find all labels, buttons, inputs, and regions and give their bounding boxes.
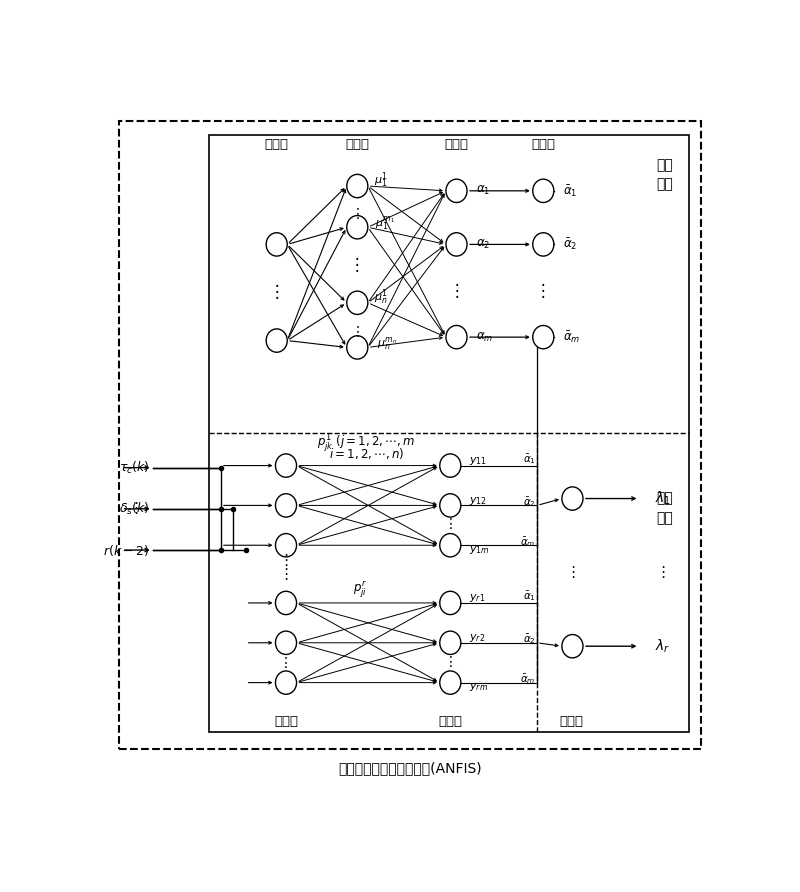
Text: ⋮: ⋮: [443, 655, 458, 669]
Text: $\mu_1^{m_1}$: $\mu_1^{m_1}$: [375, 215, 395, 233]
Text: $\alpha_m$: $\alpha_m$: [476, 331, 494, 343]
Text: $\tau_c(k)$: $\tau_c(k)$: [119, 459, 150, 475]
Text: $y_{11}$: $y_{11}$: [469, 455, 487, 467]
Circle shape: [533, 326, 554, 349]
Text: $r(k-2)$: $r(k-2)$: [103, 542, 150, 558]
Text: 前件: 前件: [656, 159, 673, 172]
Text: $\delta_s(k)$: $\delta_s(k)$: [119, 500, 150, 516]
Circle shape: [533, 233, 554, 256]
Circle shape: [440, 591, 461, 615]
Circle shape: [446, 326, 467, 349]
Circle shape: [440, 671, 461, 694]
Circle shape: [346, 291, 368, 315]
Text: $\bar{\alpha}_1$: $\bar{\alpha}_1$: [523, 589, 536, 603]
Circle shape: [266, 329, 287, 352]
Text: 第四层: 第四层: [531, 138, 555, 152]
Circle shape: [533, 179, 554, 202]
Circle shape: [346, 174, 368, 198]
Text: 网络: 网络: [656, 511, 673, 524]
Text: ⋮: ⋮: [349, 256, 366, 274]
Text: 自适应神经模糊推理系统(ANFIS): 自适应神经模糊推理系统(ANFIS): [338, 761, 482, 775]
Text: 网络: 网络: [656, 177, 673, 191]
Text: 第二层: 第二层: [438, 715, 462, 728]
Text: $\bar{\alpha}_m$: $\bar{\alpha}_m$: [520, 673, 536, 686]
Text: $\alpha_1$: $\alpha_1$: [476, 185, 490, 197]
Text: 第一层: 第一层: [274, 715, 298, 728]
Text: ⋮: ⋮: [350, 325, 364, 339]
Text: 后件: 后件: [656, 491, 673, 506]
Text: $y_{r1}$: $y_{r1}$: [469, 592, 486, 604]
Text: ⋮: ⋮: [278, 566, 294, 582]
Text: $\bar{\alpha}_2$: $\bar{\alpha}_2$: [563, 236, 578, 252]
Text: ⋮: ⋮: [278, 553, 294, 568]
Circle shape: [275, 533, 297, 557]
Text: $\bar{\alpha}_1$: $\bar{\alpha}_1$: [563, 183, 578, 199]
Circle shape: [275, 494, 297, 517]
Text: $\alpha_2$: $\alpha_2$: [476, 238, 490, 251]
Text: $y_{1m}$: $y_{1m}$: [469, 544, 490, 556]
Text: $\mu_n^1$: $\mu_n^1$: [374, 287, 388, 307]
Text: 第一层: 第一层: [265, 138, 289, 152]
Text: ⋮: ⋮: [655, 565, 670, 580]
Text: ⋮: ⋮: [443, 517, 458, 531]
Text: $y_{r2}$: $y_{r2}$: [469, 632, 485, 644]
Text: $p^1_{jk}\ (j=1,2,\cdots,m$: $p^1_{jk}\ (j=1,2,\cdots,m$: [318, 433, 416, 455]
Text: ⋮: ⋮: [535, 282, 552, 300]
Circle shape: [346, 216, 368, 239]
Text: ⋮: ⋮: [279, 657, 293, 671]
Text: $\bar{\alpha}_2$: $\bar{\alpha}_2$: [523, 495, 536, 509]
Text: $\bar{\alpha}_m$: $\bar{\alpha}_m$: [520, 535, 536, 549]
Circle shape: [440, 494, 461, 517]
Circle shape: [346, 335, 368, 359]
Circle shape: [446, 233, 467, 256]
Circle shape: [562, 487, 583, 510]
Circle shape: [275, 671, 297, 694]
Text: ⋮: ⋮: [128, 501, 143, 516]
Circle shape: [275, 632, 297, 655]
Circle shape: [275, 591, 297, 615]
Text: $y_{rm}$: $y_{rm}$: [469, 681, 488, 693]
Text: 第二层: 第二层: [346, 138, 370, 152]
Text: $\bar{\alpha}_1$: $\bar{\alpha}_1$: [523, 451, 536, 466]
Text: $\bar{\alpha}_2$: $\bar{\alpha}_2$: [523, 632, 536, 647]
Text: 第三层: 第三层: [445, 138, 469, 152]
Circle shape: [440, 533, 461, 557]
Text: ⋮: ⋮: [350, 207, 364, 220]
Text: ⋮: ⋮: [448, 282, 465, 300]
Text: $\lambda_r$: $\lambda_r$: [655, 638, 670, 655]
Text: ⋮: ⋮: [268, 284, 285, 301]
Text: $\lambda_1$: $\lambda_1$: [655, 490, 671, 508]
Text: $p^r_{ji}$: $p^r_{ji}$: [354, 579, 367, 599]
Circle shape: [440, 454, 461, 477]
Text: $\mu_n^{m_n}$: $\mu_n^{m_n}$: [377, 335, 398, 352]
Circle shape: [266, 233, 287, 256]
Circle shape: [440, 632, 461, 655]
Circle shape: [275, 454, 297, 477]
Text: $y_{12}$: $y_{12}$: [469, 494, 487, 507]
Circle shape: [446, 179, 467, 202]
Text: $\mu_1^1$: $\mu_1^1$: [374, 170, 388, 190]
Text: 第三层: 第三层: [559, 715, 583, 728]
Text: ⋮: ⋮: [565, 565, 580, 580]
Text: $i=1,2,\cdots,n)$: $i=1,2,\cdots,n)$: [329, 446, 404, 460]
Text: $\bar{\alpha}_m$: $\bar{\alpha}_m$: [563, 329, 581, 345]
Circle shape: [562, 634, 583, 658]
